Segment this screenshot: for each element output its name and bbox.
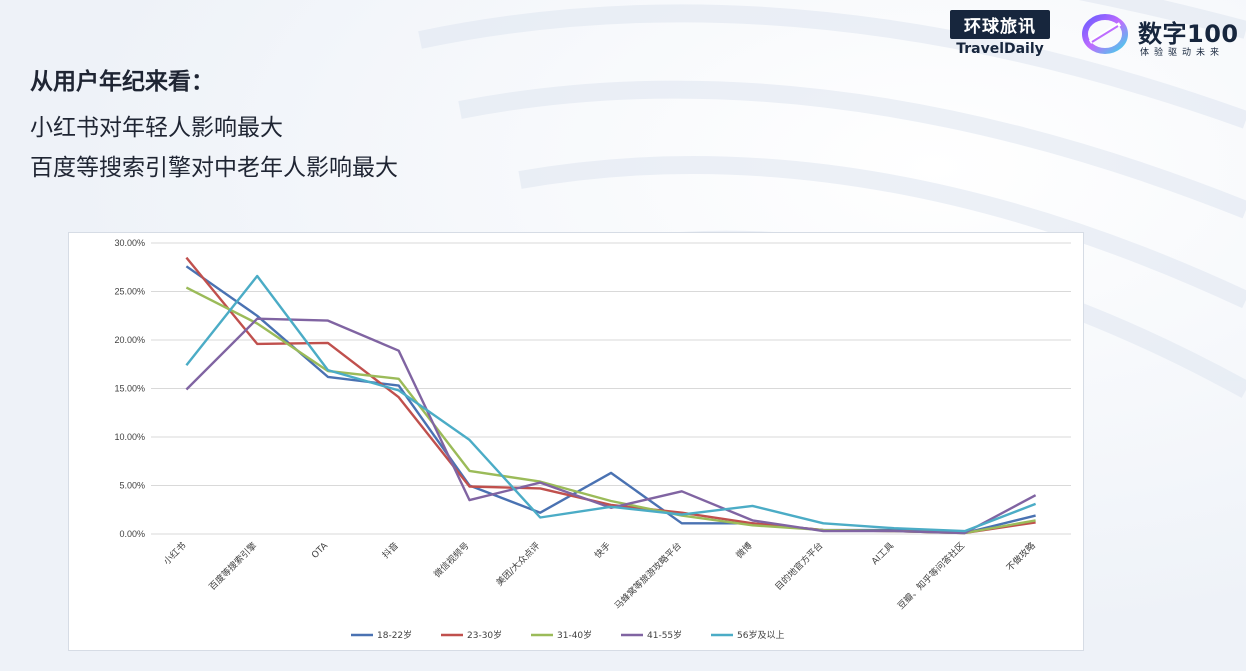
x-tick-label: 马蜂窝等旅游攻略平台 xyxy=(612,540,684,612)
legend-label: 31-40岁 xyxy=(557,629,592,641)
traveldaily-logo-en: TravelDaily xyxy=(956,41,1044,57)
y-tick-label: 15.00% xyxy=(114,384,145,394)
x-tick-label: 微信视频号 xyxy=(431,540,471,580)
finding-line-1: 小红书对年轻人影响最大 xyxy=(30,115,283,141)
legend-label: 56岁及以上 xyxy=(737,629,784,641)
legend-label: 23-30岁 xyxy=(467,629,502,641)
x-tick-label: 目的地官方平台 xyxy=(772,540,825,593)
finding-line-2: 百度等搜索引擎对中老年人影响最大 xyxy=(30,155,398,181)
header-text-block: 从用户年纪来看： 小红书对年轻人影响最大 百度等搜索引擎对中老年人影响最大 xyxy=(26,62,398,182)
section-heading-text: 从用户年纪来看： xyxy=(30,69,214,95)
traveldaily-logo: 环球旅讯 TravelDaily xyxy=(950,10,1050,57)
digit100-logo-name: 数字100 xyxy=(1138,20,1239,48)
y-tick-label: 30.00% xyxy=(114,238,145,248)
x-tick-label: 抖音 xyxy=(380,540,401,561)
chart-panel: 0.00% 5.00% 10.00% 15.00% 20.00% 25.00% 30.00%… xyxy=(68,232,1084,651)
section-heading: 从用户年纪来看： xyxy=(26,62,214,100)
line-chart: 0.00% 5.00% 10.00% 15.00% 20.00% 25.00% 30.00%… xyxy=(114,238,1071,641)
digit100-logo-icon xyxy=(1082,14,1128,54)
y-tick-label: 20.00% xyxy=(114,335,145,345)
series-line xyxy=(185,265,1036,535)
series-line xyxy=(185,256,1036,535)
y-tick-label: 25.00% xyxy=(114,287,145,297)
series-line xyxy=(185,274,1037,533)
y-tick-label: 0.00% xyxy=(119,529,145,539)
x-tick-label: 豆瓣、知乎等问答社区 xyxy=(895,540,967,612)
y-tick-label: 5.00% xyxy=(119,481,145,491)
y-tick-label: 10.00% xyxy=(114,432,145,442)
legend-label: 41-55岁 xyxy=(647,629,682,641)
x-tick-label: 美团/大众点评 xyxy=(494,540,543,589)
x-tick-label: 百度等搜索引擎 xyxy=(206,540,259,593)
x-tick-label: 微博 xyxy=(733,540,754,561)
x-tick-label: 小红书 xyxy=(161,540,189,568)
x-tick-label: 快手 xyxy=(592,540,613,561)
digit100-logo-slogan: 体验驱动未来 xyxy=(1140,48,1225,58)
x-tick-label: AI工具 xyxy=(869,540,896,567)
traveldaily-logo-cn: 环球旅讯 xyxy=(950,10,1050,39)
x-tick-label: 不做攻略 xyxy=(1004,540,1038,574)
series-line xyxy=(185,286,1036,535)
legend-label: 18-22岁 xyxy=(377,629,412,641)
x-tick-label: OTA xyxy=(310,540,330,560)
